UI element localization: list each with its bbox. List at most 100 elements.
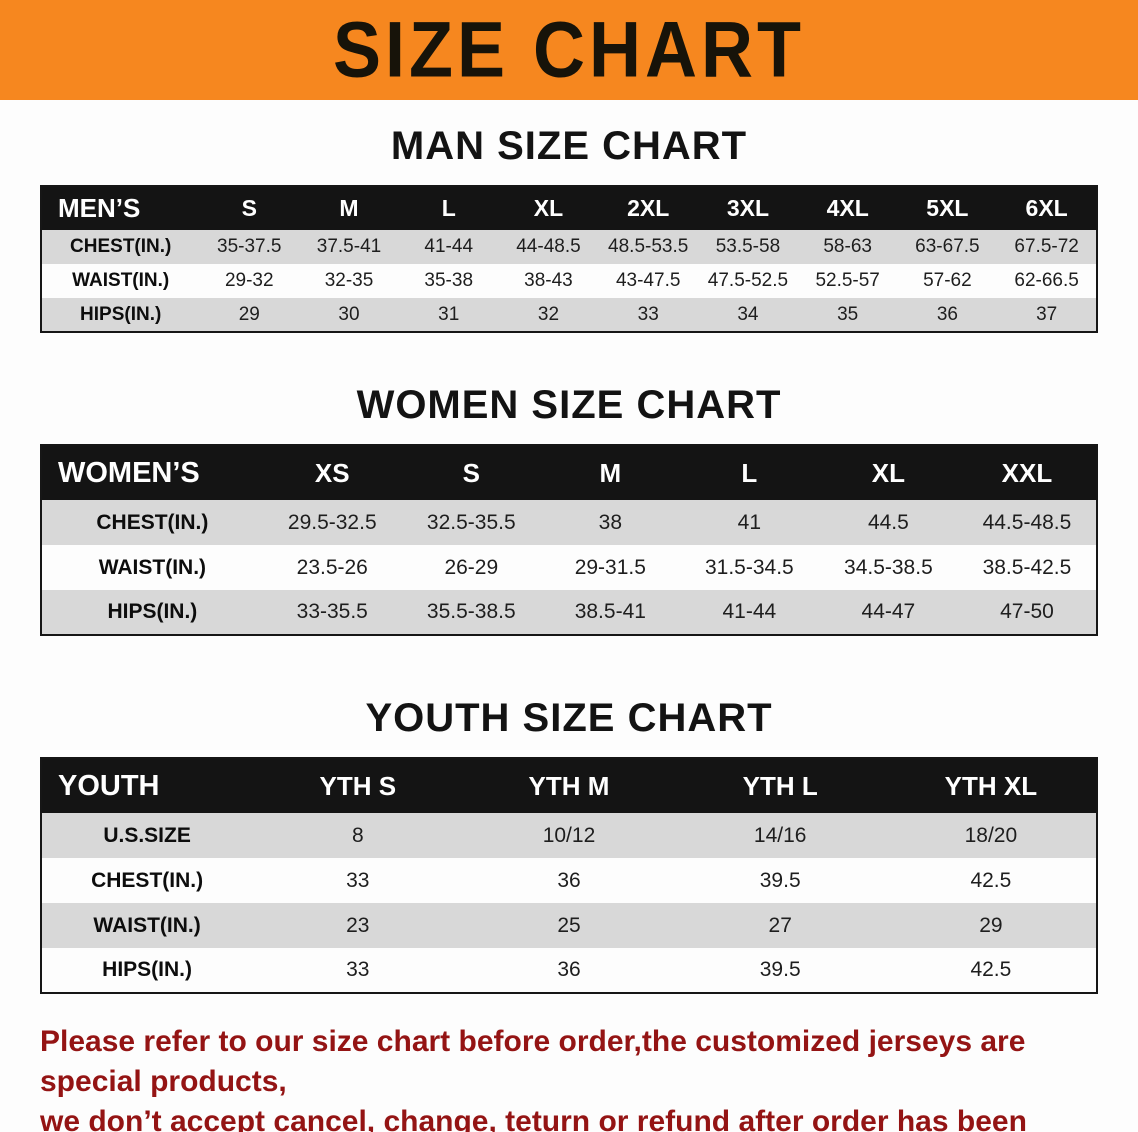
men-size-column-header: 5XL <box>897 186 998 230</box>
women-size-value: 35.5-38.5 <box>401 590 541 635</box>
men-size-chart-section: MAN SIZE CHART MEN’S S M L XL 2XL 3XL 4XL 5XL 6XL… <box>0 124 1138 333</box>
women-size-value: 29-31.5 <box>574 555 646 579</box>
men-size-value: 32 <box>498 298 599 332</box>
men-size-value: 29 <box>199 298 300 332</box>
youth-size-value: 39.5 <box>759 868 801 892</box>
women-size-value: 44.5 <box>818 500 958 545</box>
women-size-chart-section: WOMEN SIZE CHART WOMEN’S XS S M L XL XXL CHEST… <box>0 383 1138 636</box>
men-section-title: MAN SIZE CHART <box>390 124 748 168</box>
women-measure-row: WAIST(IN.) 23.5-26 26-29 29-31.5 31.5-34.5 34… <box>41 545 1097 590</box>
youth-row-label: WAIST(IN.) <box>41 903 253 948</box>
men-size-column-header: 4XL <box>797 186 898 230</box>
youth-size-table: YOUTH YTH S YTH M YTH L YTH XL U.S.SIZE 8 10/1… <box>40 757 1098 994</box>
men-size-value: 48.5-53.5 <box>598 230 699 264</box>
women-section-title: WOMEN SIZE CHART <box>356 383 782 427</box>
men-row-label: WAIST(IN.) <box>72 270 170 291</box>
women-table-body: CHEST(IN.) 29.5-32.5 32.5-35.5 38 41 44.5 44.5… <box>41 500 1097 635</box>
men-size-value: 37.5-41 <box>299 230 399 264</box>
men-size-value: 29-32 <box>224 270 274 291</box>
women-size-value: 34.5-38.5 <box>844 555 933 579</box>
youth-table-header-row: YOUTH YTH S YTH M YTH L YTH XL <box>41 758 1097 813</box>
men-size-column-header: M <box>299 186 399 230</box>
men-size-table: MEN’S S M L XL 2XL 3XL 4XL 5XL 6XL CHEST(IN.) 35-3… <box>40 185 1098 333</box>
youth-measure-row: WAIST(IN.) 23 25 27 29 <box>41 903 1097 948</box>
women-size-value: 41 <box>679 500 819 545</box>
men-size-value: 62-66.5 <box>1014 270 1079 291</box>
women-size-column-header: L <box>679 445 819 500</box>
women-size-value: 44-47 <box>818 590 958 635</box>
women-size-value: 33-35.5 <box>262 590 402 635</box>
men-measure-row: HIPS(IN.) 29 30 31 32 33 34 35 36 37 <box>41 298 1097 332</box>
youth-size-value: 39.5 <box>759 958 801 981</box>
men-size-value: 30 <box>299 298 399 332</box>
youth-size-value: 33 <box>346 868 370 892</box>
men-size-value: 53.5-58 <box>698 230 798 264</box>
women-row-label: CHEST(IN.) <box>41 500 263 545</box>
men-size-column-header: 3XL <box>698 186 798 230</box>
men-size-value: 38-43 <box>524 270 573 291</box>
men-size-value: 36 <box>897 298 998 332</box>
youth-measure-row: CHEST(IN.) 33 36 39.5 42.5 <box>41 858 1097 903</box>
women-size-column-header: XXL <box>957 445 1097 500</box>
men-measure-row: WAIST(IN.) 29-32 32-35 35-38 38-43 43-47.5 47.… <box>41 264 1097 298</box>
women-size-column-header: XL <box>818 445 958 500</box>
men-size-column-header: XL <box>498 186 599 230</box>
youth-measure-row: U.S.SIZE 8 10/12 14/16 18/20 <box>41 813 1097 858</box>
women-size-value: 32.5-35.5 <box>401 500 541 545</box>
men-table-label: MEN’S <box>41 186 200 230</box>
youth-section-title: YOUTH SIZE CHART <box>365 696 773 740</box>
men-size-value: 31 <box>398 298 499 332</box>
youth-measure-row: HIPS(IN.) 33 36 39.5 42.5 <box>41 948 1097 993</box>
note-line-1: Please refer to our size chart before or… <box>40 1025 1026 1099</box>
women-row-label: HIPS(IN.) <box>41 590 263 635</box>
men-size-value: 63-67.5 <box>897 230 998 264</box>
women-size-value: 29.5-32.5 <box>262 500 402 545</box>
women-measure-row: HIPS(IN.) 33-35.5 35.5-38.5 38.5-41 41-44 44-… <box>41 590 1097 635</box>
youth-size-value: 29 <box>885 903 1097 948</box>
youth-row-label: CHEST(IN.) <box>91 868 204 892</box>
men-size-value: 35-37.5 <box>199 230 300 264</box>
women-size-column-header: XS <box>262 445 402 500</box>
note-line-2: we don’t accept cancel, change, teturn o… <box>40 1105 1027 1132</box>
men-size-value: 43-47.5 <box>615 270 681 291</box>
women-row-label: WAIST(IN.) <box>98 555 207 579</box>
youth-size-value: 8 <box>252 813 464 858</box>
women-size-value: 26-29 <box>444 555 499 579</box>
youth-size-value: 42.5 <box>970 958 1012 981</box>
youth-size-value: 23 <box>252 903 464 948</box>
women-table-label: WOMEN’S <box>41 445 263 500</box>
men-size-value: 34 <box>698 298 798 332</box>
men-size-column-header: 6XL <box>997 186 1097 230</box>
youth-size-column-header: YTH M <box>463 758 675 813</box>
women-size-column-header: S <box>401 445 541 500</box>
men-measure-row: CHEST(IN.) 35-37.5 37.5-41 41-44 44-48.5 48.5… <box>41 230 1097 264</box>
youth-size-value: 27 <box>674 903 886 948</box>
men-size-value: 58-63 <box>797 230 898 264</box>
men-size-value: 57-62 <box>923 270 972 291</box>
youth-size-value: 14/16 <box>674 813 886 858</box>
youth-size-value: 36 <box>557 958 581 981</box>
women-table-header-row: WOMEN’S XS S M L XL XXL <box>41 445 1097 500</box>
women-measure-row: CHEST(IN.) 29.5-32.5 32.5-35.5 38 41 44.5 44.5… <box>41 500 1097 545</box>
men-size-value: 52.5-57 <box>815 270 880 291</box>
women-size-value: 47-50 <box>957 590 1097 635</box>
youth-size-value: 25 <box>463 903 675 948</box>
youth-size-value: 10/12 <box>463 813 675 858</box>
men-row-label: HIPS(IN.) <box>41 298 200 332</box>
youth-table-label: YOUTH <box>41 758 253 813</box>
youth-table-body: U.S.SIZE 8 10/12 14/16 18/20 CHEST(IN.) 33 36 39… <box>41 813 1097 993</box>
banner: SIZE CHART <box>0 0 1138 100</box>
youth-size-value: 42.5 <box>970 868 1012 892</box>
women-size-value: 41-44 <box>679 590 819 635</box>
footer-note: Please refer to our size chart before or… <box>40 1022 1100 1132</box>
women-size-value: 31.5-34.5 <box>704 555 794 579</box>
men-row-label: CHEST(IN.) <box>41 230 200 264</box>
women-size-value: 38.5-42.5 <box>982 555 1072 579</box>
men-size-value: 44-48.5 <box>498 230 599 264</box>
women-size-value: 44.5-48.5 <box>957 500 1097 545</box>
youth-row-label: HIPS(IN.) <box>102 958 193 981</box>
youth-size-value: 18/20 <box>885 813 1097 858</box>
men-size-column-header: 2XL <box>598 186 699 230</box>
youth-size-chart-section: YOUTH SIZE CHART YOUTH YTH S YTH M YTH L YTH… <box>0 696 1138 994</box>
